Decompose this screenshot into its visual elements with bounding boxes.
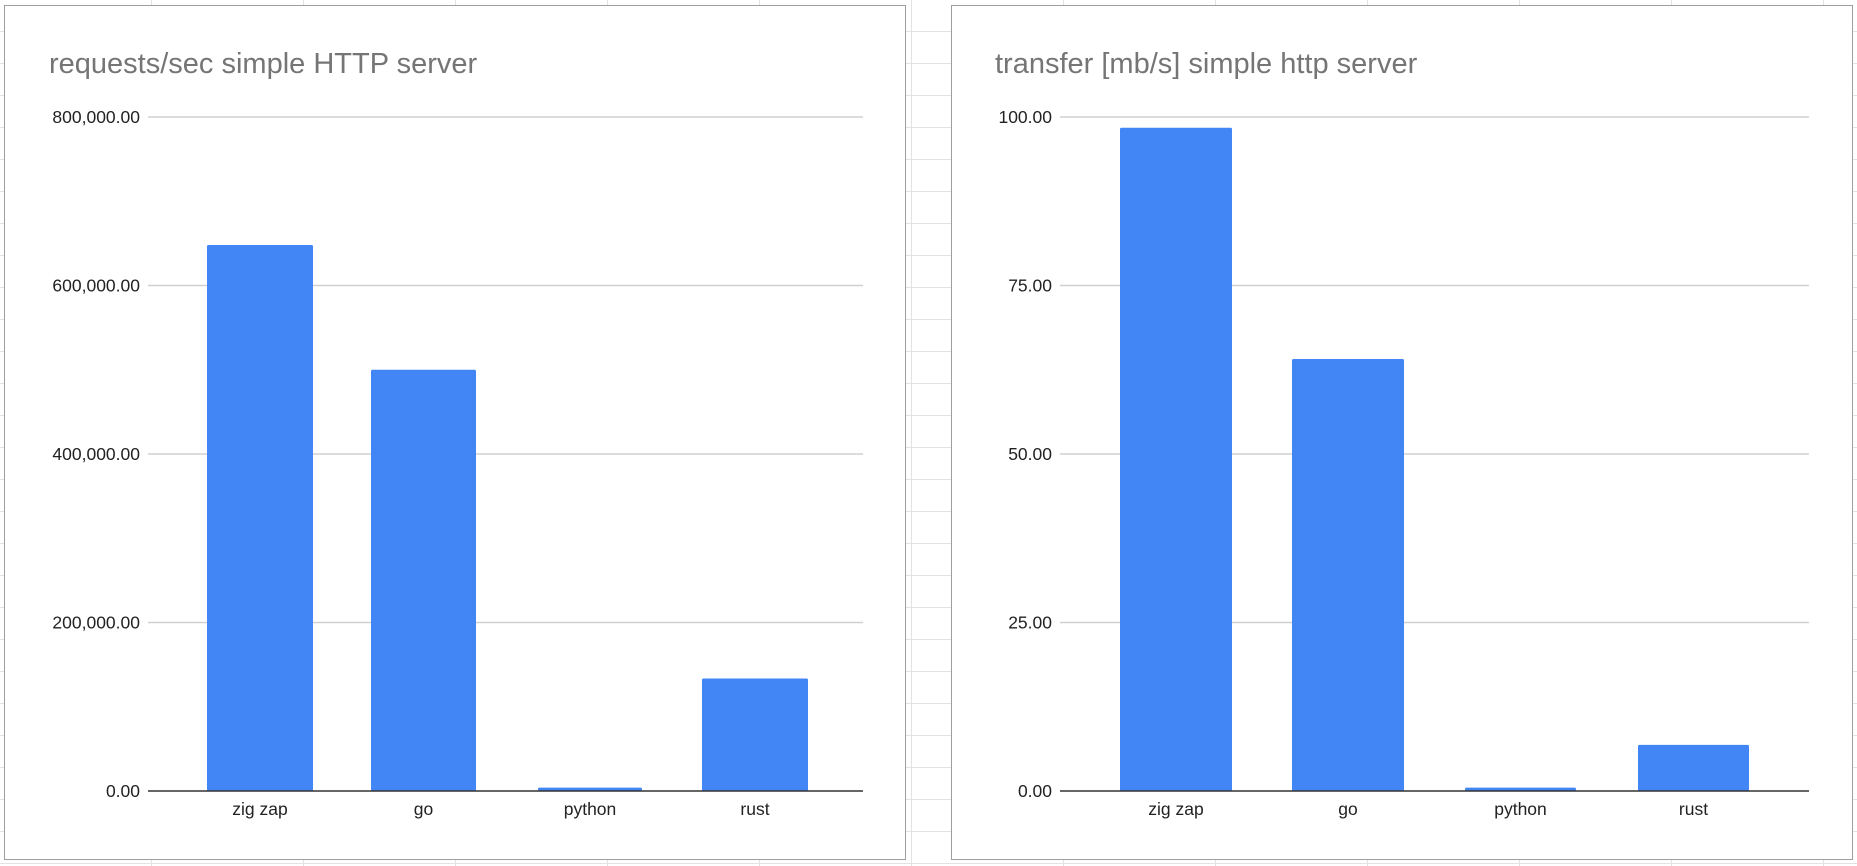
x-tick-label: go xyxy=(414,799,433,819)
requests-per-sec-chart[interactable]: requests/sec simple HTTP server 0.00 200,… xyxy=(4,5,906,860)
bar-rust xyxy=(1638,744,1749,791)
bar-zig-zap xyxy=(207,245,313,791)
y-tick-label: 75.00 xyxy=(1008,276,1052,296)
x-tick-label: go xyxy=(1338,799,1357,819)
x-tick-label: python xyxy=(564,799,617,819)
x-tick-label: rust xyxy=(740,799,769,819)
chart-plot: 0.00 25.00 50.00 75.00 100.00 zig zap go python… xyxy=(998,107,1809,819)
bar-python xyxy=(1465,787,1576,791)
chart-title: transfer [mb/s] simple http server xyxy=(995,48,1418,80)
y-tick-label: 400,000.00 xyxy=(52,444,140,464)
x-tick-label: zig zap xyxy=(1148,799,1203,819)
y-tick-label: 600,000.00 xyxy=(52,276,140,296)
x-tick-label: python xyxy=(1494,799,1547,819)
y-tick-label: 25.00 xyxy=(1008,613,1052,633)
y-tick-label: 200,000.00 xyxy=(52,613,140,633)
chart-plot: 0.00 200,000.00 400,000.00 600,000.00 800,00… xyxy=(52,107,863,819)
bar-go xyxy=(1292,358,1404,791)
chart-title: requests/sec simple HTTP server xyxy=(49,48,478,80)
transfer-rate-chart[interactable]: transfer [mb/s] simple http server 0.00 2… xyxy=(951,5,1853,860)
x-tick-label: rust xyxy=(1679,799,1708,819)
y-tick-label: 800,000.00 xyxy=(52,107,140,127)
bar-go xyxy=(371,369,476,791)
y-tick-label: 0.00 xyxy=(106,781,140,801)
y-tick-label: 0.00 xyxy=(1018,781,1052,801)
bar-zig-zap xyxy=(1120,127,1232,791)
x-tick-label: zig zap xyxy=(232,799,287,819)
bar-rust xyxy=(702,678,808,791)
bar-python xyxy=(538,787,642,791)
y-tick-label: 100.00 xyxy=(998,107,1052,127)
y-tick-label: 50.00 xyxy=(1008,444,1052,464)
